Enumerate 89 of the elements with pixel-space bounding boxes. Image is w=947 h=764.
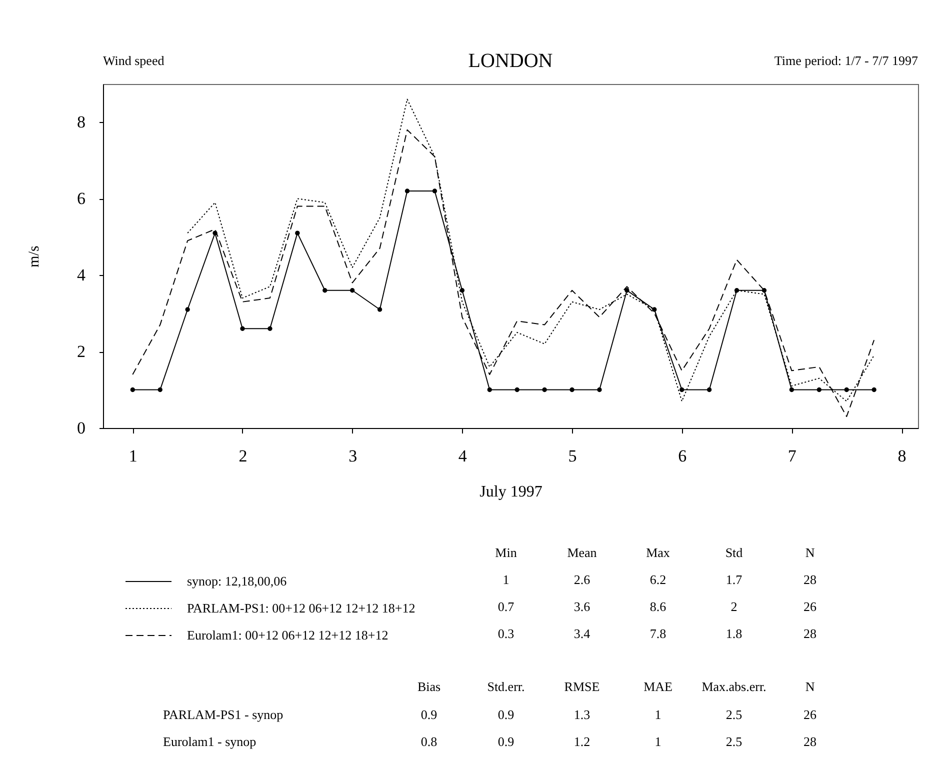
point (404, 188, 410, 194)
y-tick-label: 4 (77, 266, 86, 285)
point (212, 230, 218, 236)
point (460, 288, 465, 293)
x-tick-label: 5 (568, 446, 577, 466)
text: 2.6 (574, 572, 591, 587)
y-axis-title: m/s (26, 246, 42, 268)
chart-subtitle: Wind speed (103, 53, 165, 68)
text: 1 (654, 707, 662, 722)
point (734, 288, 740, 293)
text: Std.err. (487, 679, 525, 694)
text: 6.2 (650, 572, 666, 587)
point (844, 387, 849, 392)
point (158, 387, 162, 392)
point (514, 387, 520, 392)
point (624, 288, 630, 293)
text: 8.6 (650, 599, 667, 614)
point (597, 387, 602, 392)
y-tick-label: 0 (77, 418, 86, 438)
text: Min (495, 545, 518, 560)
legend-label: Eurolam1: 00+12 06+12 12+12 18+12 (187, 628, 388, 642)
point (377, 307, 382, 312)
text: Time period: 1/7 - 7/7 1997 (774, 53, 918, 68)
text: 1 (502, 572, 510, 587)
point (130, 387, 135, 392)
x-tick-label: 8 (898, 446, 906, 466)
point (680, 387, 684, 392)
text: RMSE (564, 679, 600, 694)
text: 3.6 (574, 599, 591, 614)
point (706, 387, 712, 392)
point (268, 326, 272, 331)
text: 2.5 (726, 707, 742, 722)
y-tick-label: 2 (77, 342, 86, 362)
point (652, 307, 657, 312)
point (762, 288, 767, 293)
text: Bias (417, 679, 441, 694)
text: 1.2 (574, 734, 590, 749)
text: 0.9 (498, 734, 514, 749)
point (816, 387, 822, 392)
text: 2 (730, 599, 738, 614)
legend-label: PARLAM-PS1: 00+12 06+12 12+12 18+12 (187, 600, 416, 616)
text: 1 (654, 734, 662, 749)
text: N (805, 545, 816, 560)
x-axis-title: July 1997 (480, 484, 542, 500)
point (185, 307, 190, 312)
text: Mean (567, 545, 598, 560)
text: 28 (804, 734, 816, 749)
y-tick-label: 6 (77, 189, 86, 208)
text: 0.3 (498, 626, 514, 641)
text: 1.3 (574, 707, 590, 722)
chart-title: LONDON (468, 50, 553, 72)
text: 26 (804, 707, 817, 722)
point (872, 387, 876, 392)
text: 0.8 (420, 734, 438, 749)
text: 0.9 (420, 707, 438, 722)
text: MAE (644, 679, 672, 694)
text: 28 (804, 572, 816, 587)
text: Max.abs.err. (702, 679, 766, 694)
text: Std (725, 545, 744, 560)
x-tick-label: 3 (348, 446, 358, 466)
point (542, 387, 547, 392)
point (240, 326, 245, 331)
text: 2.5 (726, 734, 742, 749)
text: 26 (804, 599, 817, 614)
x-tick-label: 2 (238, 446, 248, 466)
text: 28 (804, 626, 816, 641)
point (789, 387, 794, 392)
text: N (805, 679, 816, 694)
text: Max (646, 545, 670, 560)
point (322, 288, 328, 293)
text: 1.8 (726, 626, 742, 641)
point (570, 387, 574, 392)
x-tick-label: 1 (128, 446, 138, 466)
point (295, 230, 300, 236)
point (487, 387, 492, 392)
legend-label: synop: 12,18,00,06 (187, 574, 288, 588)
x-tick-label: 7 (788, 446, 797, 466)
text: 3.4 (574, 626, 591, 641)
text: Eurolam1 - synop (163, 734, 256, 749)
point (432, 188, 438, 194)
x-tick-label: 4 (458, 446, 468, 466)
text: 7.8 (650, 626, 666, 641)
text: 1.7 (726, 572, 743, 587)
point (350, 288, 355, 293)
text: PARLAM-PS1 - synop (163, 707, 284, 722)
x-tick-label: 6 (678, 446, 687, 466)
text: 0.7 (498, 599, 515, 614)
text: 0.9 (498, 707, 514, 722)
y-tick-label: 8 (77, 112, 86, 132)
